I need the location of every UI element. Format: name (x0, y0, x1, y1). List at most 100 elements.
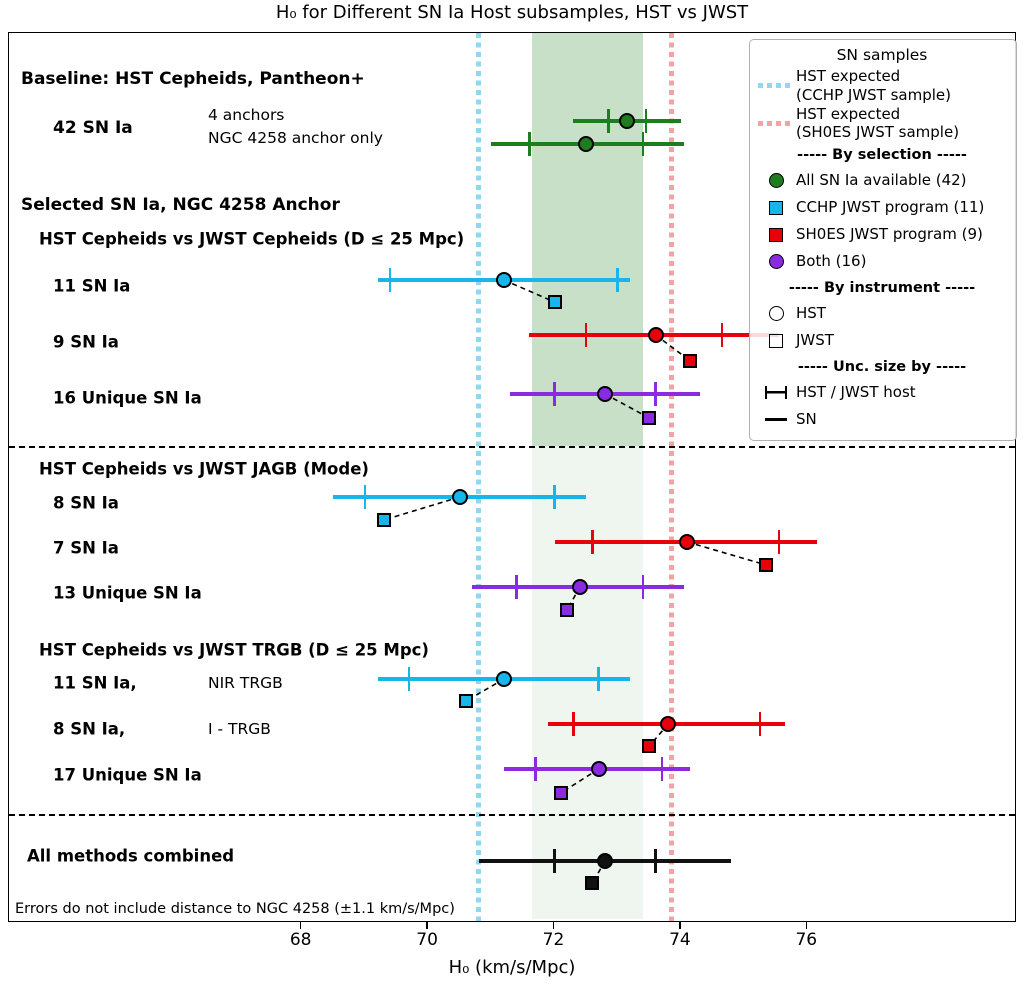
cepheids-11-sn-host-cap-hi (616, 268, 619, 292)
legend-swatch-wrap-12 (756, 418, 796, 421)
trgb-8-sn-i-hst-marker (660, 716, 677, 732)
legend-circle-swatch-6 (768, 254, 784, 269)
trgb-8-sn-i-host-cap-lo (572, 712, 575, 736)
annotation-14: 11 SN Ia, (53, 673, 137, 693)
legend-label-0: HST expected (CCHP JWST sample) (796, 67, 951, 104)
baseline-ngc4258-only-hst-marker (578, 136, 595, 152)
jagb-7-sn-jwst-marker (759, 558, 774, 572)
trgb-11-sn-nir-jwst-marker (459, 694, 474, 708)
hst-expected-cchp-jwst-sample-reference-line (476, 33, 482, 921)
hst-expected-sh0es-jwst-sample-reference-line (668, 33, 674, 921)
legend-item-8: HST (756, 300, 1008, 327)
jagb-8-sn-host-cap-hi (553, 485, 556, 509)
all-methods-combined-host-cap-hi (654, 849, 657, 873)
legend-dotted-swatch-1 (758, 120, 794, 126)
jagb-13-unique-sn-hst-marker (571, 579, 588, 595)
baseline-4-anchors-hst-marker (619, 113, 636, 129)
x-tick-68 (299, 921, 302, 929)
annotation-13: HST Cepheids vs JWST TRGB (D ≤ 25 Mpc) (39, 640, 429, 660)
legend-swatch-wrap-0 (756, 83, 796, 89)
legend-label-4: CCHP JWST program (11) (796, 198, 985, 217)
jagb-8-sn-hst-jwst-connector (383, 496, 460, 521)
baseline-ngc4258-only-host-cap-lo (527, 132, 531, 156)
cepheids-16-unique-sn-hst-marker (597, 386, 614, 402)
legend-label-6: Both (16) (796, 252, 867, 271)
legend-label-8: HST (796, 304, 826, 323)
chart-title: H₀ for Different SN Ia Host subsamples, … (275, 2, 749, 23)
annotation-19: All methods combined (27, 846, 235, 866)
jagb-13-unique-sn-jwst-marker (560, 603, 575, 617)
trgb-11-sn-nir-host-cap-hi (597, 667, 601, 691)
legend-swatch-wrap-8 (756, 306, 796, 321)
legend-item-6: Both (16) (756, 248, 1008, 275)
x-tick-76 (805, 921, 808, 929)
trgb-17-unique-sn-host-cap-hi (660, 757, 664, 781)
legend-header-10: ----- Unc. size by ----- (797, 358, 967, 375)
section-separator-1 (9, 445, 1015, 448)
legend-circle-swatch-3 (768, 173, 784, 188)
jagb-7-sn-host-cap-hi (777, 530, 781, 554)
x-tick-70 (426, 921, 428, 929)
x-tick-label-74: 74 (669, 930, 691, 950)
cepheids-9-sn-host-cap-hi (720, 323, 724, 347)
jagb-13-unique-sn-host-cap-lo (515, 575, 518, 599)
cepheids-9-sn-jwst-marker (683, 354, 698, 368)
legend-swatch-wrap-3 (756, 173, 796, 188)
jagb-13-unique-sn-host-cap-hi (641, 575, 645, 599)
legend-swatch-wrap-1 (756, 120, 796, 126)
shaded-band-top (532, 33, 643, 446)
baseline-4-anchors-host-cap-lo (606, 109, 610, 133)
annotation-0: Baseline: HST Cepheids, Pantheon+ (21, 69, 365, 89)
legend-item-1: HST expected (SH0ES JWST sample) (756, 105, 1008, 143)
legend-square-swatch-9 (769, 333, 783, 348)
x-tick-74 (679, 921, 681, 929)
legend-swatch-wrap-6 (756, 254, 796, 269)
legend-label-9: JWST (796, 331, 834, 350)
cepheids-11-sn-jwst-marker (547, 295, 562, 309)
annotation-3: NGC 4258 anchor only (208, 129, 383, 147)
legend-swatch-wrap-5 (756, 227, 796, 242)
legend-dotted-swatch-0 (758, 83, 794, 89)
legend-title: SN samples (836, 46, 928, 64)
annotation-6: 11 SN Ia (53, 276, 131, 296)
x-tick-label-70: 70 (416, 930, 438, 950)
cepheids-9-sn-host-cap-lo (584, 323, 588, 347)
plot-area: SN samples HST expected (CCHP JWST sample… (8, 32, 1017, 922)
shaded-band-bottom (532, 445, 643, 919)
legend-swatch-wrap-11 (756, 386, 796, 399)
annotation-10: 8 SN Ia (53, 493, 119, 513)
legend-item-11: HST / JWST host (756, 379, 1008, 406)
legend-item-3: All SN Ia available (42) (756, 167, 1008, 194)
all-methods-combined-hst-marker (597, 853, 614, 869)
jagb-7-sn-host-cap-lo (591, 530, 594, 554)
legend-items: HST expected (CCHP JWST sample) HST expect… (756, 67, 1008, 433)
x-tick-label-68: 68 (289, 930, 312, 950)
legend-circle-swatch-8 (768, 306, 784, 321)
cepheids-16-unique-sn-host-cap-lo (553, 382, 556, 406)
annotation-18: 17 Unique SN Ia (53, 765, 202, 785)
legend-label-3: All SN Ia available (42) (796, 171, 967, 190)
annotation-5: HST Cepheids vs JWST Cepheids (D ≤ 25 Mp… (39, 229, 465, 249)
legend-item-5: SH0ES JWST program (9) (756, 221, 1008, 248)
legend-line-swatch-12 (765, 418, 787, 421)
cepheids-11-sn-hst-jwst-connector (503, 279, 555, 303)
x-axis-label: H₀ (km/s/Mpc) (448, 957, 576, 978)
cepheids-11-sn-hst-marker (495, 272, 512, 288)
jagb-7-sn-hst-marker (679, 534, 696, 550)
annotation-7: 9 SN Ia (53, 332, 119, 352)
annotation-15: NIR TRGB (208, 674, 283, 692)
trgb-8-sn-i-jwst-marker (642, 739, 657, 753)
cepheids-9-sn-hst-marker (647, 327, 664, 343)
legend-label-1: HST expected (SH0ES JWST sample) (796, 104, 960, 142)
trgb-11-sn-nir-host-cap-lo (407, 667, 411, 691)
cepheids-16-unique-sn-host-cap-hi (654, 382, 657, 406)
legend-swatch-wrap-4 (756, 200, 796, 215)
all-methods-combined-host-cap-lo (553, 849, 556, 873)
footnote: Errors do not include distance to NGC 42… (15, 901, 455, 917)
legend-label-12: SN (796, 410, 817, 429)
jagb-8-sn-host-cap-lo (363, 485, 367, 509)
trgb-8-sn-i-host-cap-hi (758, 712, 762, 736)
annotation-1: 42 SN Ia (53, 118, 133, 138)
cepheids-11-sn-host-cap-lo (388, 268, 392, 292)
